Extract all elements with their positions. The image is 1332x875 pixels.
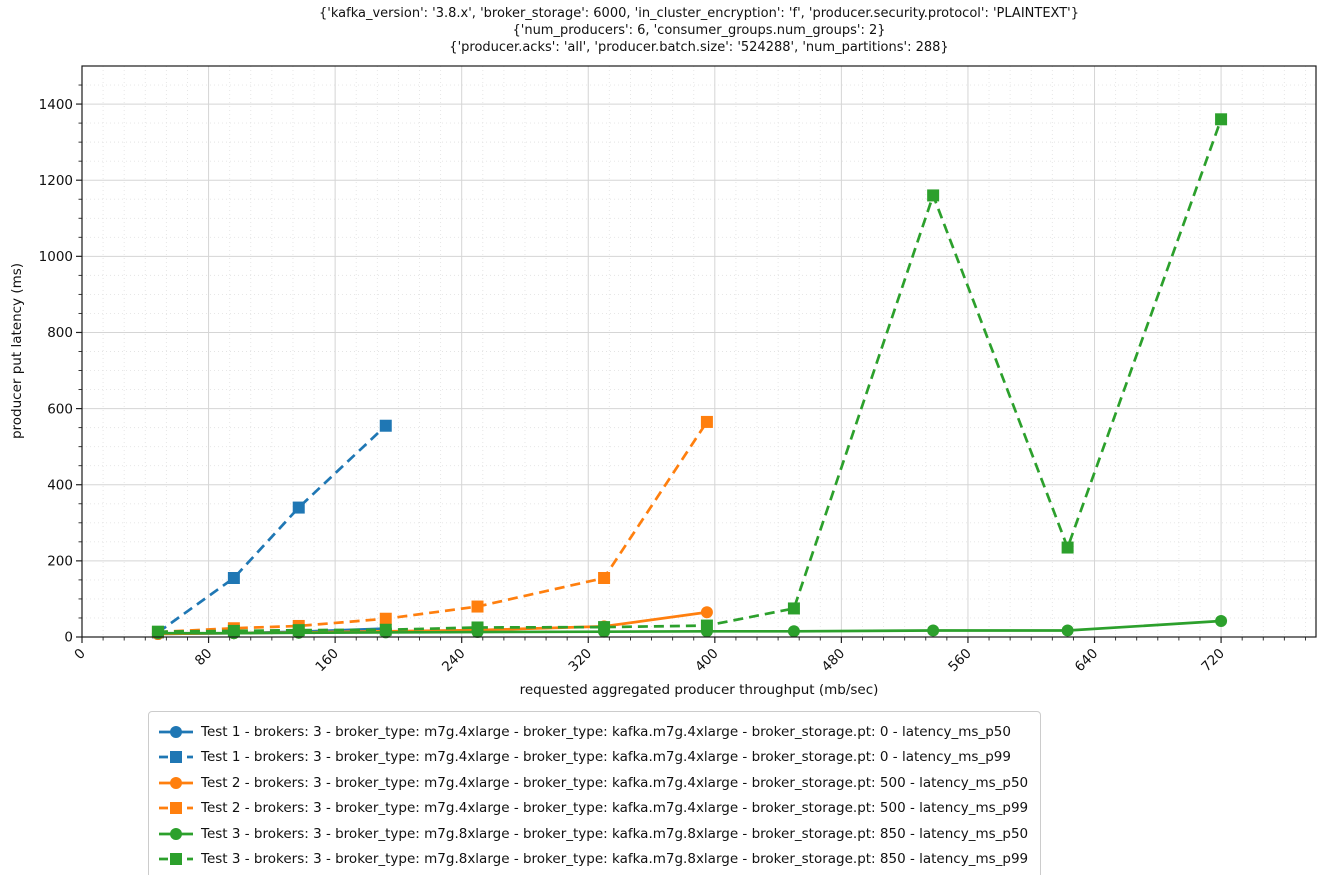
plot-canvas: 0 80 160 240 320 400 480 560 640 720 0 200 400 600 800… (39, 65, 1317, 676)
series-test3-p99-marker (598, 621, 611, 634)
series-test3-p50-marker (1061, 624, 1074, 637)
series-test2-p99-line (157, 421, 709, 634)
series-test3-p99-marker (927, 189, 940, 202)
series-test2-p99-marker (379, 612, 392, 625)
series-test3-p99-marker (151, 625, 164, 638)
legend-label: Test 1 - brokers: 3 - broker_type: m7g.4… (201, 749, 1011, 766)
legend: Test 1 - brokers: 3 - broker_type: m7g.4… (148, 711, 1042, 875)
y-tick-label: 1200 (39, 173, 73, 189)
series-test3-p99-marker (1061, 541, 1074, 554)
legend-sample-circle-icon (159, 776, 193, 789)
series-test3-p99-marker (787, 602, 800, 615)
series-test3-p50-marker (927, 624, 940, 637)
x-tick-label: 240 (439, 646, 469, 676)
y-tick-label: 800 (47, 325, 73, 341)
legend-sample-square-icon (159, 802, 193, 815)
x-tick-label: 400 (692, 646, 722, 676)
series-test1-p99-marker (227, 571, 240, 584)
chart-title-line-1: {'kafka_version': '3.8.x', 'broker_stora… (319, 6, 1079, 21)
legend-label: Test 2 - brokers: 3 - broker_type: m7g.4… (201, 774, 1029, 791)
x-tick-label: 640 (1072, 646, 1102, 676)
x-tick-label: 160 (312, 646, 342, 676)
y-tick-label: 600 (47, 401, 73, 417)
y-tick-label: 200 (47, 554, 73, 570)
x-tick-label: 480 (819, 646, 849, 676)
series-test1-p99-line (157, 424, 387, 634)
series-test1-p99-marker (379, 419, 392, 432)
series-test3-p99-marker (1215, 113, 1228, 126)
x-tick-label: 80 (192, 646, 215, 669)
x-tick-label: 0 (71, 646, 88, 663)
x-tick-label: 560 (945, 646, 975, 676)
y-tick-label: 1000 (39, 249, 73, 265)
series-test2-p50-marker (700, 606, 713, 619)
y-tick-label: 400 (47, 477, 73, 493)
y-tick-label: 1400 (39, 97, 73, 113)
legend-sample-square-icon (159, 751, 193, 764)
legend-label: Test 3 - brokers: 3 - broker_type: m7g.8… (201, 825, 1029, 842)
legend-sample-square-icon (159, 853, 193, 866)
series-test3-p50-marker (787, 625, 800, 638)
x-axis-label: requested aggregated producer throughput… (519, 682, 879, 698)
series-test2-p99-marker (471, 600, 484, 613)
x-tick-label: 720 (1198, 646, 1228, 676)
legend-label: Test 3 - brokers: 3 - broker_type: m7g.8… (201, 851, 1029, 868)
series-test2-p99-marker (598, 571, 611, 584)
series-test3-p99-line (157, 118, 1223, 634)
series-test3-p99-marker (379, 623, 392, 636)
legend-label: Test 1 - brokers: 3 - broker_type: m7g.4… (201, 723, 1011, 740)
legend-item-test2-p50: Test 2 - brokers: 3 - broker_type: m7g.4… (158, 770, 1028, 796)
series-test1-p99-marker (292, 501, 305, 514)
legend-sample-circle-icon (159, 827, 193, 840)
series-test3-p99-marker (471, 621, 484, 634)
legend-item-test2-p99: Test 2 - brokers: 3 - broker_type: m7g.4… (158, 796, 1028, 822)
chart-title-line-2: {'num_producers': 6, 'consumer_groups.nu… (512, 23, 886, 38)
series-test3-p99-marker (700, 619, 713, 632)
series-test2-p99-marker (700, 415, 713, 428)
legend-sample-circle-icon (159, 725, 193, 738)
y-tick-label: 0 (64, 630, 73, 646)
legend-item-test3-p99: Test 3 - brokers: 3 - broker_type: m7g.8… (158, 847, 1028, 873)
legend-item-test3-p50: Test 3 - brokers: 3 - broker_type: m7g.8… (158, 821, 1028, 847)
legend-item-test1-p50: Test 1 - brokers: 3 - broker_type: m7g.4… (158, 719, 1028, 745)
series-test3-p99-marker (292, 624, 305, 637)
chart-title: {'kafka_version': '3.8.x', 'broker_stora… (82, 5, 1316, 56)
x-tick-label: 320 (566, 646, 596, 676)
legend-item-test1-p99: Test 1 - brokers: 3 - broker_type: m7g.4… (158, 745, 1028, 771)
series-test3-p50-marker (1215, 615, 1228, 628)
legend-label: Test 2 - brokers: 3 - broker_type: m7g.4… (201, 800, 1029, 817)
series-test3-p99-marker (227, 624, 240, 637)
chart-title-line-3: {'producer.acks': 'all', 'producer.batch… (449, 40, 949, 55)
y-axis-label: producer put latency (ms) (9, 262, 25, 440)
plot-border (81, 65, 1317, 638)
